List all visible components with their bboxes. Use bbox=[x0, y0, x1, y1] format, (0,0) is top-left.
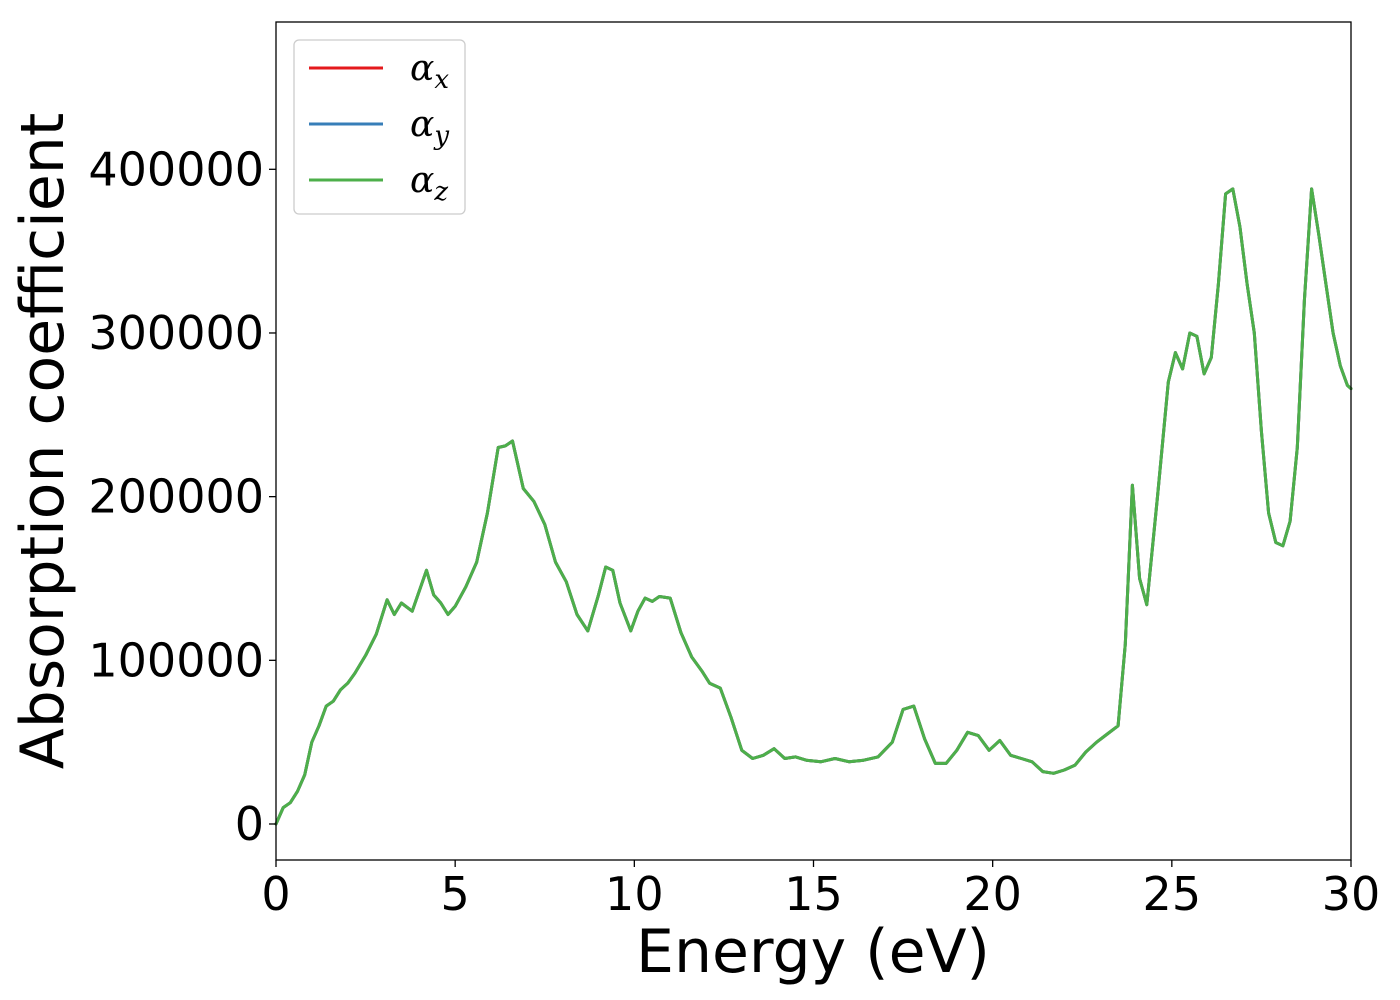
series-layer bbox=[274, 187, 1353, 826]
y-axis-ticks: 0 100000 200000 300000 400000 bbox=[88, 142, 276, 851]
legend-label-x: αx bbox=[410, 48, 449, 95]
y-tick-label: 300000 bbox=[88, 306, 264, 360]
y-tick-label: 200000 bbox=[88, 470, 264, 524]
y-tick-label: 400000 bbox=[88, 142, 264, 196]
x-tick-label: 20 bbox=[963, 867, 1022, 921]
x-tick-label: 25 bbox=[1143, 867, 1202, 921]
x-tick-label: 5 bbox=[441, 867, 470, 921]
x-tick-label: 15 bbox=[784, 867, 843, 921]
series-line-z bbox=[274, 187, 1353, 826]
legend-label-y: αy bbox=[410, 104, 449, 151]
x-tick-label: 30 bbox=[1322, 867, 1381, 921]
x-axis-label: Energy (eV) bbox=[636, 917, 990, 987]
x-tick-label: 0 bbox=[261, 867, 290, 921]
legend: αx αy αz bbox=[293, 39, 466, 215]
y-axis-label: Absorption coefficient bbox=[8, 113, 78, 770]
legend-label-z: αz bbox=[410, 160, 448, 207]
y-tick-label: 0 bbox=[235, 797, 264, 851]
x-tick-label: 10 bbox=[605, 867, 664, 921]
y-tick-label: 100000 bbox=[88, 633, 264, 687]
x-axis-ticks: 0 5 10 15 20 25 30 bbox=[261, 860, 1380, 921]
legend-box bbox=[293, 39, 466, 215]
